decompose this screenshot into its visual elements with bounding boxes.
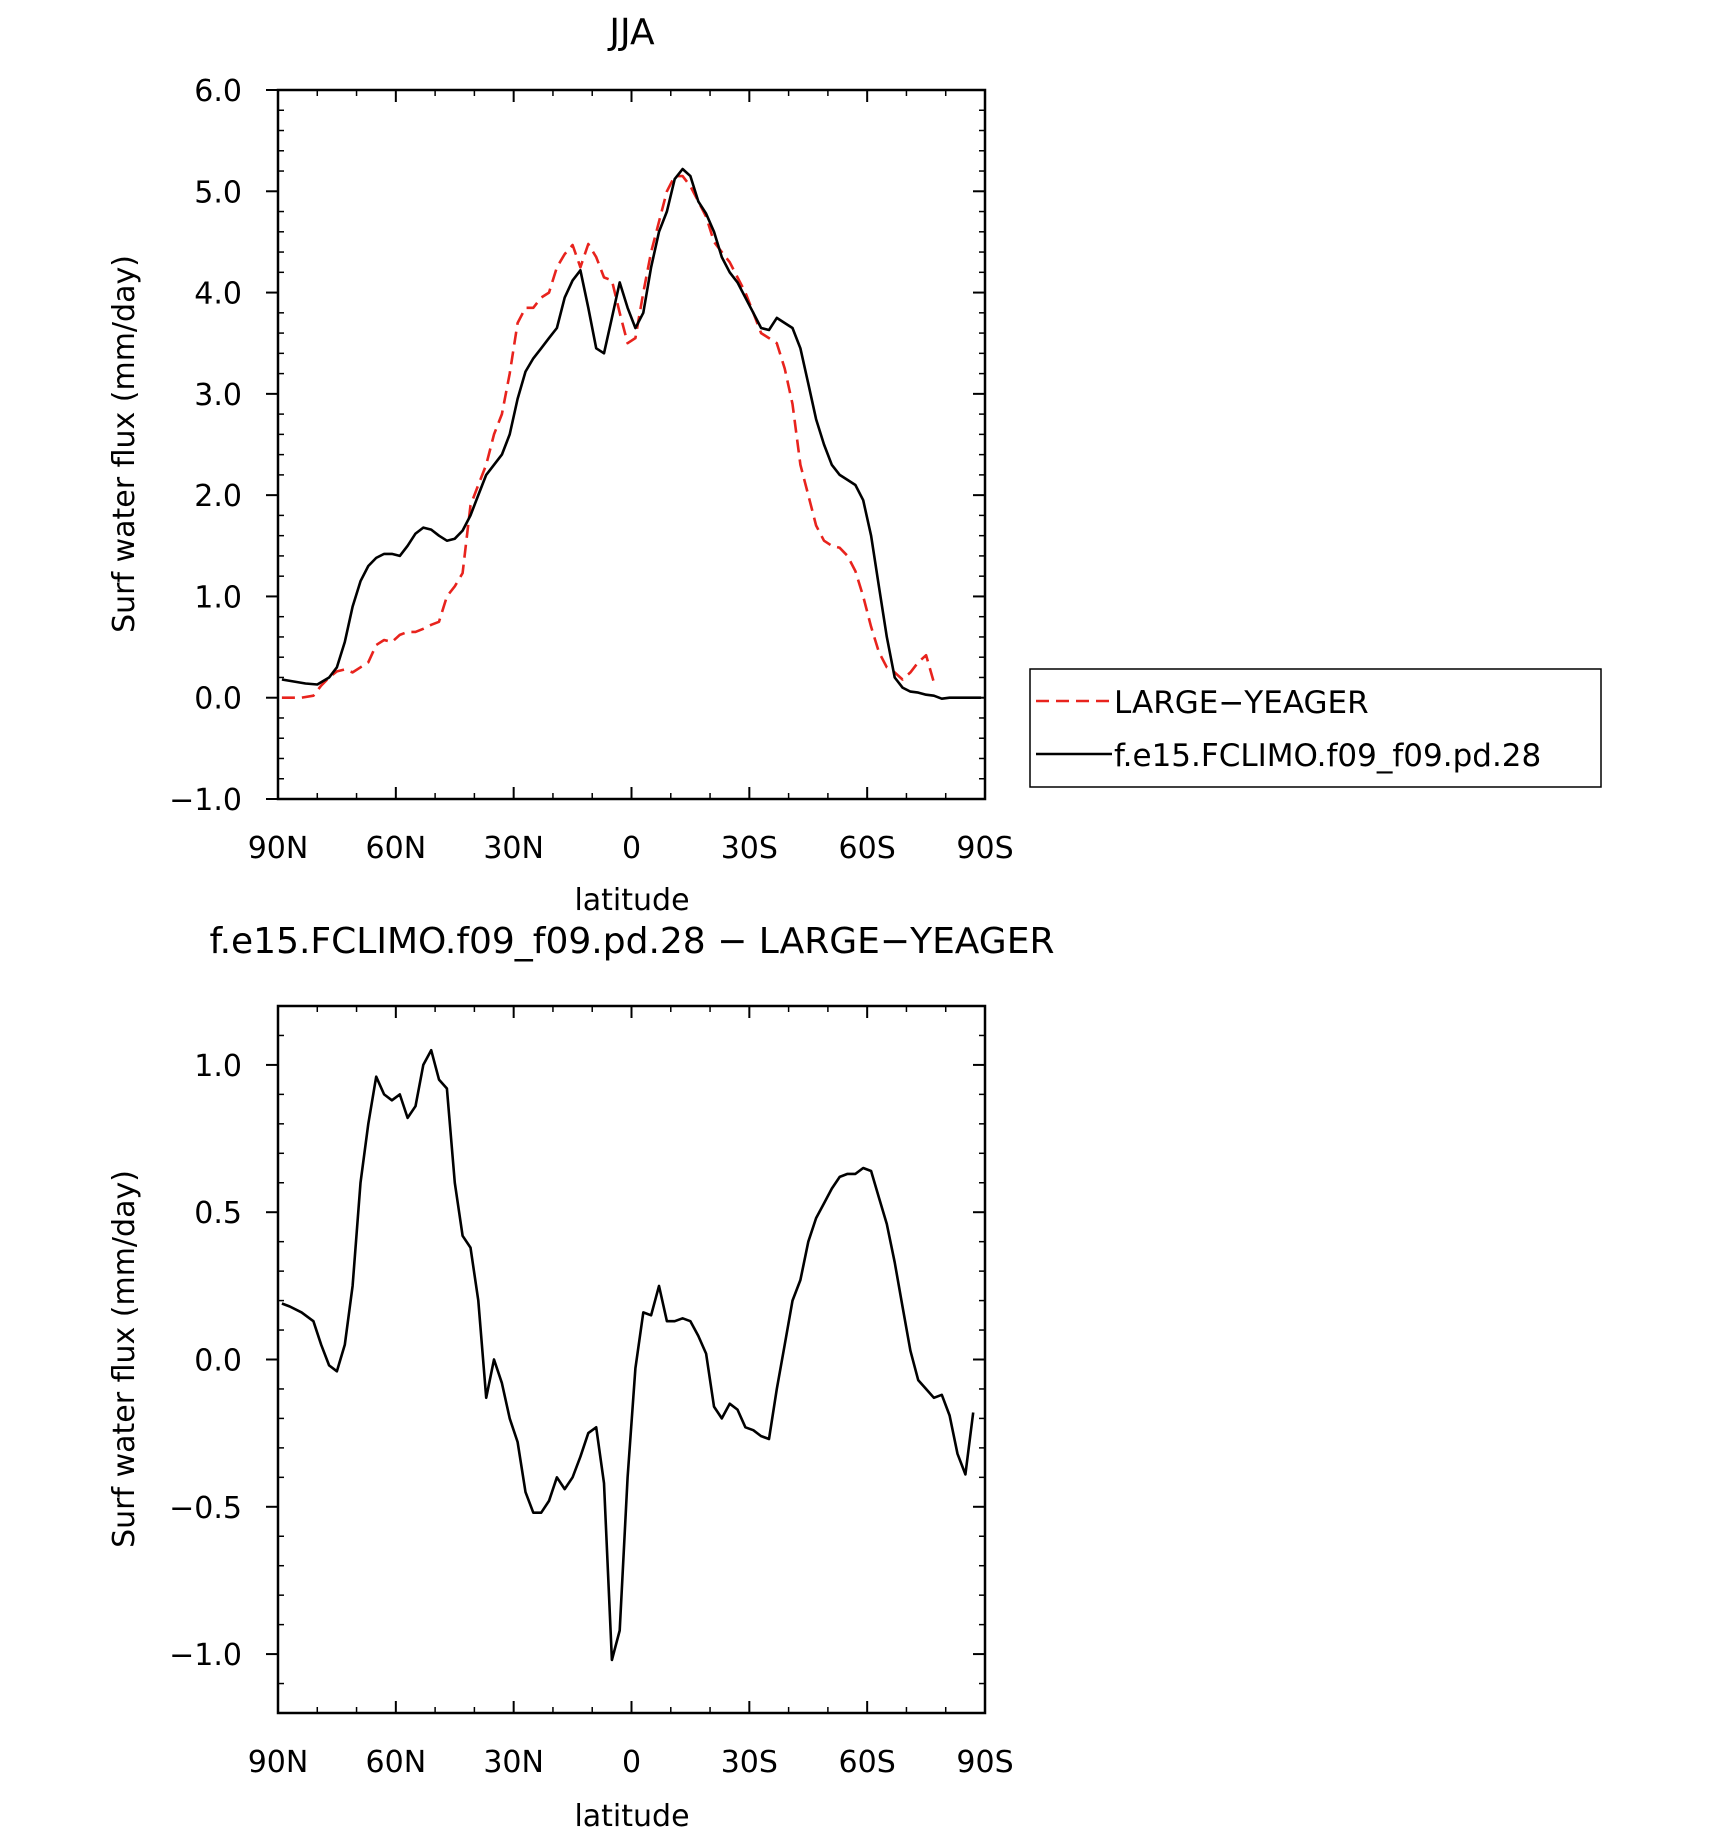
bottom-panel: f.e15.FCLIMO.f09_f09.pd.28 − LARGE−YEAGE… xyxy=(107,921,1054,1833)
bottom-x-axis-label: latitude xyxy=(574,1799,689,1833)
bottom-y-axis-label: Surf water flux (mm/day) xyxy=(107,1170,142,1548)
top-y-tick-label: −1.0 xyxy=(169,783,242,818)
top-y-axis-label: Surf water flux (mm/day) xyxy=(107,255,142,633)
top-x-tick-label: 0 xyxy=(622,831,641,866)
top-chart-title: JJA xyxy=(607,12,655,53)
bottom-y-tick-label: 0.0 xyxy=(194,1344,242,1379)
top-y-tick-label: 4.0 xyxy=(194,277,242,312)
legend-label-fclimo: f.e15.FCLIMO.f09_f09.pd.28 xyxy=(1114,738,1541,774)
top-tick-labels: 90N 60N 30N 0 30S 60S 90S −1.0 0.0 1.0 2.0 3.0 4.0 5.… xyxy=(169,74,1013,866)
legend: LARGE−YEAGER f.e15.FCLIMO.f09_f09.pd.28 xyxy=(1029,668,1602,788)
top-plot-frame xyxy=(276,88,987,801)
top-panel: JJA 90N 60N 30N 0 30S 60S 90S −1.0 0.0 1.0 2.0 3.0 4… xyxy=(107,12,1602,918)
bottom-x-tick-label: 60S xyxy=(839,1745,896,1780)
top-y-tick-label: 2.0 xyxy=(194,479,242,514)
bottom-series-line-0 xyxy=(281,1048,975,1662)
bottom-x-tick-label: 0 xyxy=(622,1745,641,1780)
bottom-series-layer xyxy=(281,1048,975,1662)
top-series-line-1 xyxy=(281,167,982,701)
top-y-tick-label: 1.0 xyxy=(194,580,242,615)
bottom-x-tick-label: 30S xyxy=(721,1745,778,1780)
bottom-axis-ticks xyxy=(266,1005,986,1714)
top-x-tick-label: 30S xyxy=(721,831,778,866)
bottom-y-tick-label: 0.5 xyxy=(194,1196,242,1231)
bottom-y-tick-label: −1.0 xyxy=(169,1638,242,1673)
bottom-x-tick-label: 90S xyxy=(956,1745,1013,1780)
top-x-tick-label: 60N xyxy=(366,831,427,866)
bottom-x-tick-label: 60N xyxy=(366,1745,427,1780)
top-x-tick-label: 90S xyxy=(956,831,1013,866)
bottom-x-tick-label: 90N xyxy=(248,1745,309,1780)
bottom-plot-frame xyxy=(276,1004,987,1715)
top-y-tick-label: 6.0 xyxy=(194,74,242,109)
top-series-line-0 xyxy=(281,174,936,700)
legend-label-large-yeager: LARGE−YEAGER xyxy=(1114,685,1369,721)
top-y-tick-label: 5.0 xyxy=(194,175,242,210)
bottom-x-tick-label: 30N xyxy=(483,1745,544,1780)
top-axis-ticks xyxy=(266,89,986,800)
bottom-chart-title: f.e15.FCLIMO.f09_f09.pd.28 − LARGE−YEAGE… xyxy=(210,921,1055,962)
top-x-tick-label: 90N xyxy=(248,831,309,866)
top-x-tick-label: 60S xyxy=(839,831,896,866)
bottom-y-tick-label: 1.0 xyxy=(194,1049,242,1084)
top-x-axis-label: latitude xyxy=(574,883,689,918)
top-series-layer xyxy=(281,167,982,701)
bottom-y-tick-label: −0.5 xyxy=(169,1491,242,1526)
top-y-tick-label: 0.0 xyxy=(194,682,242,717)
legend-box xyxy=(1029,668,1602,788)
bottom-tick-labels: 90N 60N 30N 0 30S 60S 90S −1.0 −0.5 0.0 0.5 1.0 xyxy=(169,1049,1013,1780)
top-y-tick-label: 3.0 xyxy=(194,378,242,413)
top-x-tick-label: 30N xyxy=(483,831,544,866)
